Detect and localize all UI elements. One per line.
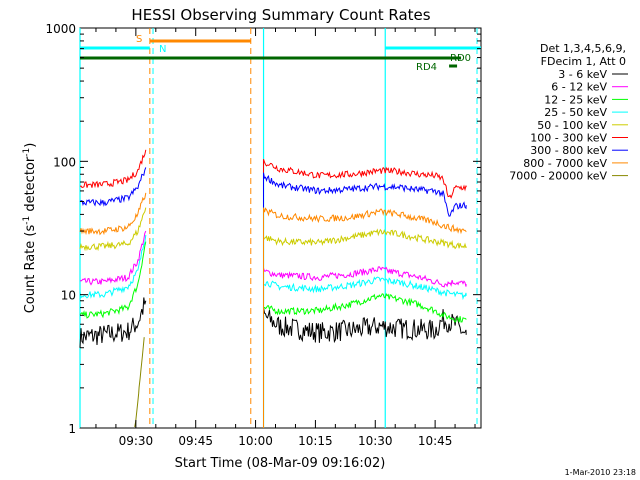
x-tick-label: 09:45: [178, 434, 213, 448]
series-line-7-seg1: [79, 192, 147, 236]
y-tick-label: 1: [68, 422, 76, 436]
y-axis: 1 10 100 1000: [45, 22, 481, 436]
legend-entry-label: 50 - 100 keV: [537, 119, 607, 132]
series-line-6-seg1: [79, 167, 147, 207]
y-tick-label: 1000: [45, 22, 76, 36]
series-line-1-seg1: [79, 230, 147, 286]
x-axis-label: Start Time (08-Mar-09 09:16:02): [175, 456, 386, 471]
legend-entry-label: 3 - 6 keV: [558, 68, 607, 81]
legend-entry-label: 100 - 300 keV: [530, 132, 607, 145]
y-tick-label: 10: [61, 289, 76, 303]
date-stamp: 1-Mar-2010 23:18: [565, 468, 636, 477]
marker-label-night: N: [159, 44, 166, 55]
x-tick-label: 09:30: [119, 434, 154, 448]
legend-entry-label: 12 - 25 keV: [544, 93, 607, 106]
series-line-6-seg2: [263, 172, 467, 428]
marker-label-saa: S: [136, 34, 142, 45]
series-line-2-seg1: [79, 241, 147, 319]
series-line-0-seg1: [79, 297, 147, 348]
series-line-3-seg2: [263, 276, 467, 428]
x-tick-label: 10:45: [418, 434, 453, 448]
series-line-4-seg2: [263, 228, 467, 428]
chart-title: HESSI Observing Summary Count Rates: [131, 6, 430, 24]
series-line-1-seg2: [263, 266, 467, 428]
x-tick-label: 10:30: [358, 434, 393, 448]
series-line-4-seg1: [79, 207, 147, 252]
legend-entry-label: 300 - 800 keV: [530, 144, 607, 157]
x-axis: 09:30 09:45 10:00 10:15 10:30 10:45: [95, 28, 476, 448]
series-line-7-seg2: [263, 207, 467, 428]
series-line-0-seg2: [263, 307, 467, 428]
legend: Det 1,3,4,5,6,9, FDecim 1, Att 0 3 - 6 k…: [509, 42, 628, 183]
series-lines: [79, 149, 467, 428]
series-line-3-seg1: [79, 234, 147, 299]
series-line-5-seg2: [263, 159, 467, 428]
y-tick-label: 100: [53, 155, 76, 169]
legend-entry-label: 25 - 50 keV: [544, 106, 607, 119]
marker-label-rd0: RD0: [450, 53, 471, 64]
marker-label-rd4: RD4: [416, 62, 437, 73]
series-line-2-seg2: [263, 292, 467, 428]
legend-title-line-2: FDecim 1, Att 0: [541, 55, 626, 68]
legend-title-line-1: Det 1,3,4,5,6,9,: [540, 42, 626, 55]
y-axis-label: Count Rate (s-1 detector-1): [22, 143, 38, 314]
legend-entry-label: 6 - 12 keV: [551, 81, 607, 94]
legend-entry-label: 7000 - 20000 keV: [509, 170, 607, 183]
legend-entry-label: 800 - 7000 keV: [523, 157, 607, 170]
x-tick-label: 10:00: [238, 434, 273, 448]
series-line-5-seg1: [79, 149, 147, 189]
x-tick-label: 10:15: [298, 434, 333, 448]
series-line-8-seg1: [134, 337, 145, 428]
